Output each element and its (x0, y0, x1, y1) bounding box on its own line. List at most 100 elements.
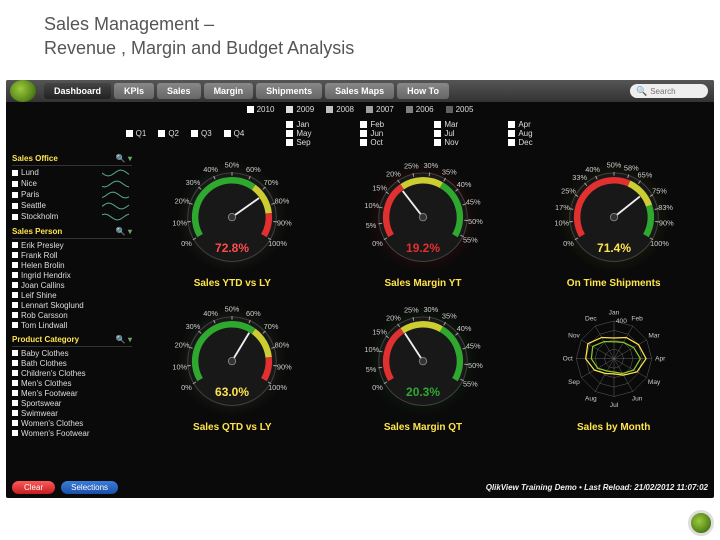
filter-item[interactable]: Helen Brolin (12, 260, 132, 270)
nav-tab-how-to[interactable]: How To (397, 83, 449, 99)
gauge-title: Sales QTD vs LY (193, 422, 272, 433)
filter-header-category[interactable]: Product Category🔍 ▾ (12, 333, 132, 347)
selections-button[interactable]: Selections (61, 481, 118, 494)
filter-item[interactable]: Bath Clothes (12, 358, 132, 368)
filter-item[interactable]: Stockholm (12, 211, 132, 222)
search-box[interactable]: 🔍 (630, 84, 708, 98)
svg-text:30%: 30% (186, 322, 201, 331)
nav-tab-margin[interactable]: Margin (204, 83, 254, 99)
legend-quarter[interactable]: Q4 (224, 129, 245, 138)
legend-year[interactable]: 2010 (247, 105, 275, 114)
filter-item[interactable]: Rob Carsson (12, 310, 132, 320)
legend-year[interactable]: 2008 (326, 105, 354, 114)
page-title: Sales Management – Revenue , Margin and … (0, 0, 720, 61)
nav-tab-kpis[interactable]: KPIs (114, 83, 154, 99)
legend-month[interactable]: Apr (508, 120, 570, 129)
svg-text:71.4%: 71.4% (597, 241, 631, 255)
filter-item[interactable]: Joan Callins (12, 280, 132, 290)
svg-text:10%: 10% (554, 219, 569, 228)
legend-month[interactable]: Feb (360, 120, 422, 129)
svg-text:40%: 40% (204, 309, 219, 318)
legend-year[interactable]: 2006 (406, 105, 434, 114)
filter-item[interactable]: Leif Shine (12, 290, 132, 300)
legend-quarter[interactable]: Q3 (191, 129, 212, 138)
svg-text:55%: 55% (463, 236, 478, 245)
status-text: QlikView Training Demo • Last Reload: 21… (486, 483, 708, 492)
svg-text:Feb: Feb (631, 315, 643, 322)
svg-text:35%: 35% (442, 311, 457, 320)
filter-item[interactable]: Children's Clothes (12, 368, 132, 378)
nav-tabs: DashboardKPIsSalesMarginShipmentsSales M… (44, 83, 452, 99)
nav-tab-dashboard[interactable]: Dashboard (44, 83, 111, 99)
svg-text:30%: 30% (423, 161, 438, 170)
gauge-sales-qtd-vs-ly: 0%10%20%30%40%50%60%70%80%90%100%63.0%Sa… (138, 298, 327, 440)
filter-item[interactable]: Baby Clothes (12, 348, 132, 358)
filter-item[interactable]: Lund (12, 167, 132, 178)
filter-item[interactable]: Men's Footwear (12, 388, 132, 398)
legend-quarter[interactable]: Q2 (158, 129, 179, 138)
legend-month[interactable]: Dec (508, 138, 570, 147)
filter-item[interactable]: Frank Roll (12, 250, 132, 260)
svg-text:55%: 55% (463, 379, 478, 388)
legend-month[interactable]: Mar (434, 120, 496, 129)
legend-year[interactable]: 2005 (446, 105, 474, 114)
svg-text:10%: 10% (364, 345, 379, 354)
gauge-on-time-shipments: 0%10%17%25%33%40%50%58%65%75%83%90%100%7… (519, 154, 708, 296)
legend-month[interactable]: Nov (434, 138, 496, 147)
legend-month[interactable]: Oct (360, 138, 422, 147)
filter-item[interactable]: Ingrid Hendrix (12, 270, 132, 280)
filter-header-office[interactable]: Sales Office🔍 ▾ (12, 152, 132, 166)
svg-text:40%: 40% (457, 324, 472, 333)
svg-text:40%: 40% (204, 165, 219, 174)
legend-month[interactable]: Sep (286, 138, 348, 147)
svg-text:70%: 70% (264, 178, 279, 187)
nav-tab-shipments[interactable]: Shipments (256, 83, 322, 99)
filter-item[interactable]: Women's Footwear (12, 428, 132, 438)
filter-item[interactable]: Men's Clothes (12, 378, 132, 388)
legend-month[interactable]: Jul (434, 129, 496, 138)
filter-item[interactable]: Lennart Skoglund (12, 300, 132, 310)
svg-text:83%: 83% (658, 203, 673, 212)
filter-item[interactable]: Seattle (12, 200, 132, 211)
legend-month[interactable]: Jan (286, 120, 348, 129)
search-icon: 🔍 (636, 86, 647, 97)
gauge-sales-by-month: JanFebMarAprMayJunJulAugSepOctNovDec400S… (519, 298, 708, 440)
legend-month[interactable]: May (286, 129, 348, 138)
nav-tab-sales-maps[interactable]: Sales Maps (325, 83, 394, 99)
gauge-sales-margin-qt: 0%5%10%15%20%25%30%35%40%45%50%55%20.3%S… (329, 298, 518, 440)
gauge-title: Sales by Month (577, 422, 650, 433)
svg-text:Jun: Jun (631, 395, 642, 402)
svg-text:5%: 5% (366, 365, 377, 374)
svg-text:Aug: Aug (585, 395, 597, 402)
svg-text:15%: 15% (372, 327, 387, 336)
filter-item[interactable]: Women's Clothes (12, 418, 132, 428)
svg-text:100%: 100% (650, 239, 669, 248)
filter-item[interactable]: Swimwear (12, 408, 132, 418)
legend-month[interactable]: Aug (508, 129, 570, 138)
svg-text:10%: 10% (173, 362, 188, 371)
svg-text:50%: 50% (468, 217, 483, 226)
legend-quarter[interactable]: Q1 (126, 129, 147, 138)
title-line-2: Revenue , Margin and Budget Analysis (44, 38, 354, 58)
svg-text:90%: 90% (277, 362, 292, 371)
search-input[interactable] (650, 87, 700, 96)
dashboard-panel: DashboardKPIsSalesMarginShipmentsSales M… (6, 80, 714, 498)
filter-item[interactable]: Erik Presley (12, 240, 132, 250)
filter-item[interactable]: Paris (12, 189, 132, 200)
svg-text:10%: 10% (364, 201, 379, 210)
nav-tab-sales[interactable]: Sales (157, 83, 201, 99)
svg-text:80%: 80% (275, 197, 290, 206)
legend-month[interactable]: Jun (360, 129, 422, 138)
qlik-logo-icon (10, 80, 36, 102)
filter-header-person[interactable]: Sales Person🔍 ▾ (12, 225, 132, 239)
filter-item[interactable]: Sportswear (12, 398, 132, 408)
filter-item[interactable]: Tom Lindwall (12, 320, 132, 330)
legend-year[interactable]: 2009 (286, 105, 314, 114)
clear-button[interactable]: Clear (12, 481, 55, 494)
legend-year[interactable]: 2007 (366, 105, 394, 114)
gauge-sales-margin-yt: 0%5%10%15%20%25%30%35%40%45%50%55%19.2%S… (329, 154, 518, 296)
svg-text:50%: 50% (606, 161, 621, 170)
svg-text:19.2%: 19.2% (406, 241, 440, 255)
title-line-1: Sales Management – (44, 14, 214, 34)
filter-item[interactable]: Nice (12, 178, 132, 189)
